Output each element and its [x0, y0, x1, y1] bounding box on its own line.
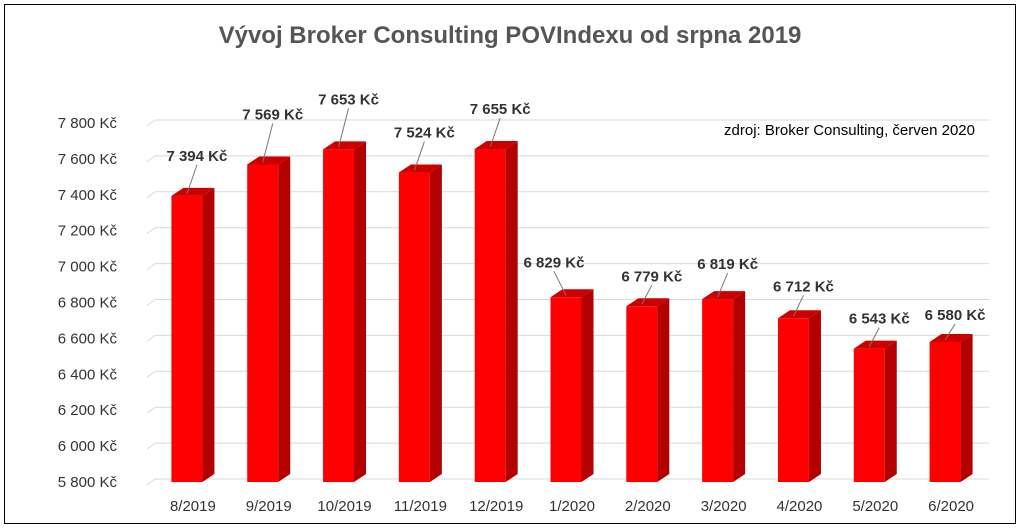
y-tick-label: 7 800 Kč: [58, 115, 118, 132]
y-tick-label: 7 600 Kč: [58, 151, 118, 168]
data-label-leader: [868, 327, 880, 347]
bar: [626, 298, 670, 482]
y-tick-label: 6 400 Kč: [58, 366, 118, 383]
source-note: zdroj: Broker Consulting, červen 2020: [724, 122, 975, 139]
gridline: [146, 155, 989, 163]
y-tick-label: 5 800 Kč: [58, 474, 118, 491]
data-label-leader: [641, 285, 653, 305]
x-tick-label: 1/2020: [549, 498, 595, 515]
y-tick-label: 7 400 Kč: [58, 187, 118, 204]
gridline: [146, 263, 989, 271]
y-tick-label: 6 600 Kč: [58, 330, 118, 347]
x-tick-label: 9/2019: [246, 498, 292, 515]
data-label-leader: [338, 108, 350, 148]
bar: [777, 310, 821, 482]
x-tick-label: 12/2019: [469, 498, 523, 515]
x-tick-label: 10/2019: [317, 498, 371, 515]
data-label-leader: [262, 123, 274, 163]
gridline: [146, 191, 989, 199]
y-axis-ticks: 5 800 Kč 6 000 Kč 6 200 Kč 6 400 Kč 6 600 Kč…: [58, 115, 118, 491]
x-tick-label: 8/2019: [170, 498, 216, 515]
chart-svg: Vývoj Broker Consulting POVIndexu od srp…: [58, 22, 989, 515]
bar: [853, 340, 897, 482]
x-axis-ticks: 8/2019 9/2019 10/2019 11/2019 12/2019 1/2020 2…: [170, 498, 974, 515]
data-label: 6 829 Kč: [524, 254, 585, 271]
data-label: 6 819 Kč: [697, 256, 758, 273]
data-label-leader: [717, 272, 729, 298]
chart-frame: Vývoj Broker Consulting POVIndexu od srp…: [4, 4, 1016, 524]
bar: [929, 333, 973, 482]
x-tick-label: 4/2020: [777, 498, 823, 515]
data-label-leader: [793, 295, 804, 317]
grid: [146, 119, 989, 486]
x-tick-label: 5/2020: [852, 498, 898, 515]
data-label-leader: [944, 323, 956, 341]
chart-title: Vývoj Broker Consulting POVIndexu od srp…: [219, 22, 802, 49]
x-tick-label: 6/2020: [928, 498, 974, 515]
bar: [247, 156, 291, 483]
bar: [550, 289, 594, 482]
y-tick-label: 7 000 Kč: [58, 259, 118, 276]
bar: [171, 187, 215, 482]
x-tick-label: 2/2020: [625, 498, 671, 515]
y-tick-label: 6 000 Kč: [58, 438, 118, 455]
x-tick-label: 11/2019: [394, 498, 447, 515]
bar: [474, 141, 518, 482]
bars: [171, 141, 973, 483]
data-label-leader: [186, 164, 198, 195]
bar: [702, 291, 746, 482]
data-label: 7 569 Kč: [242, 106, 303, 123]
data-label: 6 543 Kč: [849, 311, 910, 328]
data-label: 7 653 Kč: [318, 91, 379, 108]
data-label-leader: [489, 117, 501, 148]
data-label: 6 712 Kč: [773, 278, 834, 295]
y-tick-label: 6 200 Kč: [58, 402, 118, 419]
y-tick-label: 6 800 Kč: [58, 295, 118, 312]
data-label: 6 580 Kč: [925, 307, 986, 324]
data-label: 7 394 Kč: [166, 148, 227, 165]
gridline: [146, 119, 989, 127]
x-tick-label: 3/2020: [701, 498, 747, 515]
data-label-leader: [553, 271, 567, 296]
gridline: [146, 227, 989, 235]
y-tick-label: 7 200 Kč: [58, 223, 118, 240]
bar: [398, 164, 442, 483]
data-label: 7 655 Kč: [470, 101, 531, 118]
data-labels: 7 394 Kč 7 569 Kč 7 653 Kč 7 524 Kč 7 655 Kč…: [166, 91, 986, 347]
data-label: 7 524 Kč: [394, 125, 455, 142]
bar: [323, 141, 367, 482]
data-label-leader: [413, 141, 425, 171]
data-label: 6 779 Kč: [621, 268, 682, 285]
